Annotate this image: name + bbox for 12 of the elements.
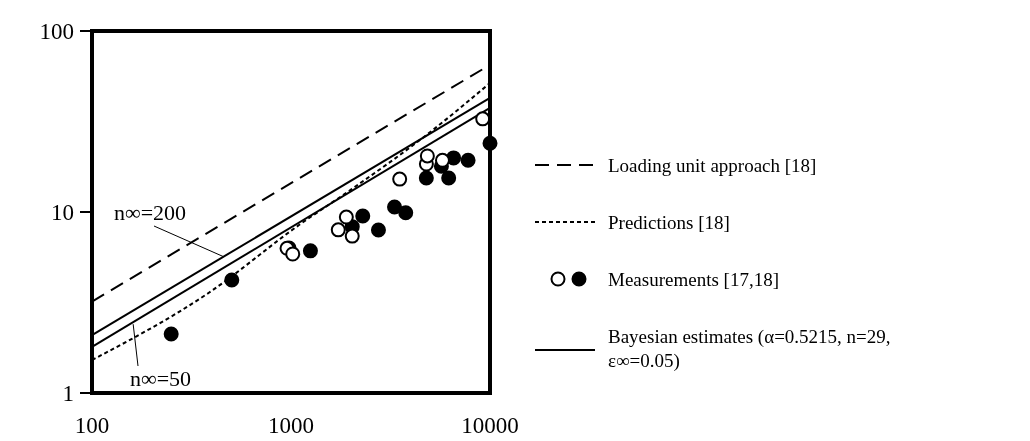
legend-label: Bayesian estimates (α=0.5215, n=29, ε∞=0.05)	[608, 325, 891, 373]
legend-label: Loading unit approach [18]	[608, 154, 817, 176]
y-tick-label: 1	[62, 381, 74, 407]
legend-label: Predictions [18]	[608, 211, 730, 233]
y-tick-label: 10	[51, 200, 74, 226]
x-tick-label: 10000	[461, 413, 519, 438]
y-tick-label: 100	[39, 19, 74, 45]
legend-label: Measurements [17,18]	[608, 268, 779, 290]
x-tick-label: 100	[74, 413, 110, 438]
annotation: n∞=50	[130, 366, 192, 391]
x-tick-label: 1000	[268, 413, 314, 438]
annotation: n∞=200	[114, 200, 187, 225]
